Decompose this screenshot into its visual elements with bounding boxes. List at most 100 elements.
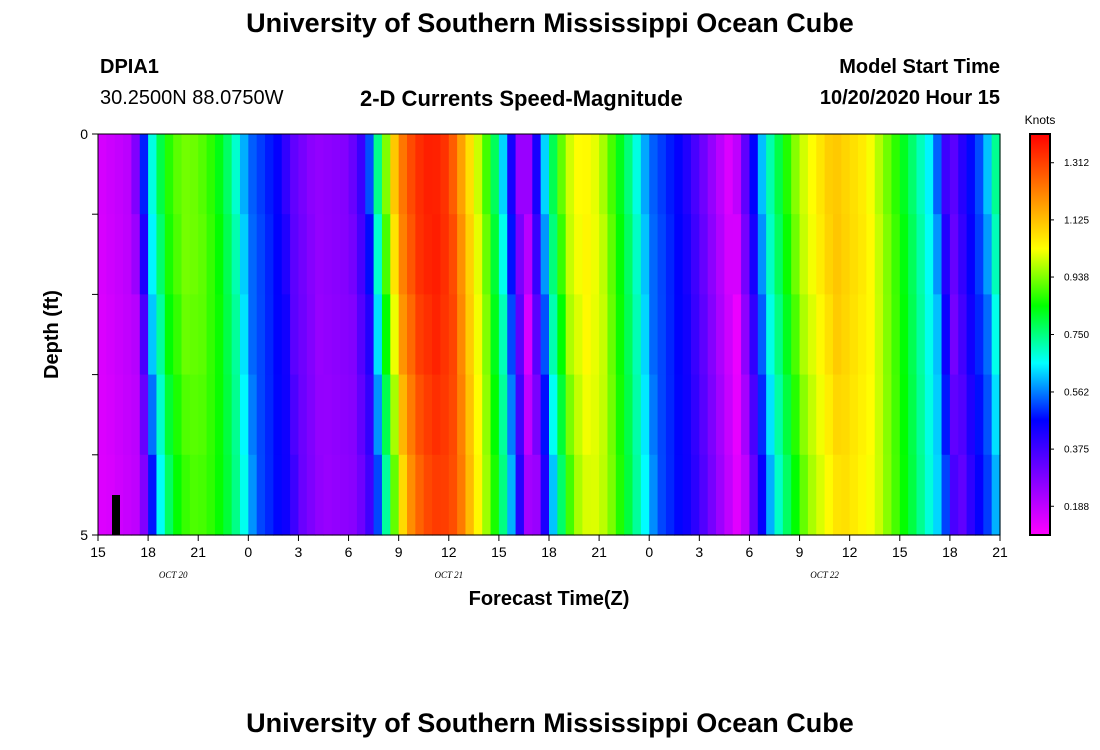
heat-cell xyxy=(949,134,959,215)
heat-cell xyxy=(991,294,1001,376)
heat-cell xyxy=(198,134,208,215)
heat-cell xyxy=(390,294,400,376)
heat-cell xyxy=(883,214,893,295)
heat-cell xyxy=(682,134,692,215)
heat-cell xyxy=(265,134,274,215)
heat-cell xyxy=(791,214,801,295)
heat-cell xyxy=(106,454,116,536)
heat-cell xyxy=(181,374,191,456)
heat-cell xyxy=(214,294,224,376)
heat-cell xyxy=(148,374,158,456)
heat-cell xyxy=(423,294,433,376)
heat-cell xyxy=(256,214,266,295)
heat-cell xyxy=(632,374,642,456)
heat-cell xyxy=(173,294,183,376)
heat-cell xyxy=(615,374,625,456)
heat-cell xyxy=(941,134,951,215)
heat-cell xyxy=(807,294,817,376)
heat-cell xyxy=(716,294,725,376)
heat-cell xyxy=(958,294,968,376)
heat-cell xyxy=(574,454,584,536)
heat-cell xyxy=(766,374,776,456)
heat-cell xyxy=(498,214,508,295)
heat-cell xyxy=(331,374,341,456)
heat-cell xyxy=(941,374,951,456)
heat-cell xyxy=(440,454,450,536)
heat-cell xyxy=(891,294,901,376)
heat-cell xyxy=(849,374,859,456)
heat-cell xyxy=(858,214,867,295)
heat-cell xyxy=(582,134,592,215)
heat-cell xyxy=(599,454,609,536)
heat-cell xyxy=(582,294,592,376)
heat-cell xyxy=(390,374,400,456)
heat-cell xyxy=(148,214,158,295)
heat-cell xyxy=(991,214,1001,295)
heat-cell xyxy=(665,454,675,536)
heat-cell xyxy=(507,374,517,456)
heat-cell xyxy=(114,294,124,376)
colorbar-tick-label: 0.750 xyxy=(1064,330,1089,341)
heat-cell xyxy=(281,214,291,295)
heat-cell xyxy=(866,454,876,536)
heat-cell xyxy=(816,214,826,295)
heat-cell xyxy=(131,454,141,536)
heat-cell xyxy=(181,134,191,215)
heat-cell xyxy=(682,214,692,295)
heat-cell xyxy=(866,374,876,456)
heat-cell xyxy=(958,214,968,295)
heat-cell xyxy=(331,134,341,215)
heat-cell xyxy=(214,214,224,295)
heat-cell xyxy=(991,454,1001,536)
heat-cell xyxy=(557,214,567,295)
heat-cell xyxy=(624,374,634,456)
heat-cell xyxy=(841,214,851,295)
heat-cell xyxy=(574,294,584,376)
heat-cell xyxy=(732,374,742,456)
heat-cell xyxy=(448,374,458,456)
heat-cell xyxy=(891,374,901,456)
heat-cell xyxy=(106,374,116,456)
heat-cell xyxy=(899,294,909,376)
heat-cell xyxy=(173,134,183,215)
colorbar-unit-label: Knots xyxy=(1025,113,1056,127)
heat-cell xyxy=(707,294,717,376)
heat-cell xyxy=(432,294,442,376)
heat-cell xyxy=(365,214,375,295)
heat-cell xyxy=(306,134,316,215)
heat-cell xyxy=(189,214,199,295)
heat-cell xyxy=(323,134,333,215)
heat-cell xyxy=(565,214,575,295)
heat-cell xyxy=(874,374,884,456)
heat-cell xyxy=(523,454,533,536)
heat-cell xyxy=(398,134,408,215)
heat-cell xyxy=(741,374,751,456)
heat-cell xyxy=(315,454,325,536)
heat-cell xyxy=(649,454,659,536)
heat-cell xyxy=(114,374,124,456)
heat-cell xyxy=(866,214,876,295)
heat-cell xyxy=(457,214,467,295)
heat-cell xyxy=(540,294,550,376)
heat-cell xyxy=(983,374,993,456)
heat-cell xyxy=(248,374,258,456)
x-tick-label: 3 xyxy=(695,544,703,560)
heat-cell xyxy=(373,454,383,536)
heat-cell xyxy=(206,374,216,456)
heat-cell xyxy=(974,134,984,215)
heat-cell xyxy=(390,134,400,215)
heat-cell xyxy=(198,374,208,456)
heat-cell xyxy=(457,134,467,215)
heat-cell xyxy=(599,294,609,376)
heat-cell xyxy=(131,214,141,295)
heat-cell xyxy=(265,374,274,456)
heat-cell xyxy=(832,294,842,376)
heat-cell xyxy=(549,374,558,456)
heat-cell xyxy=(498,374,508,456)
heat-cell xyxy=(381,134,391,215)
heat-cell xyxy=(181,214,191,295)
heat-cell xyxy=(448,214,458,295)
heat-cell xyxy=(724,454,734,536)
x-tick-label: 21 xyxy=(992,544,1008,560)
heat-cell xyxy=(974,454,984,536)
